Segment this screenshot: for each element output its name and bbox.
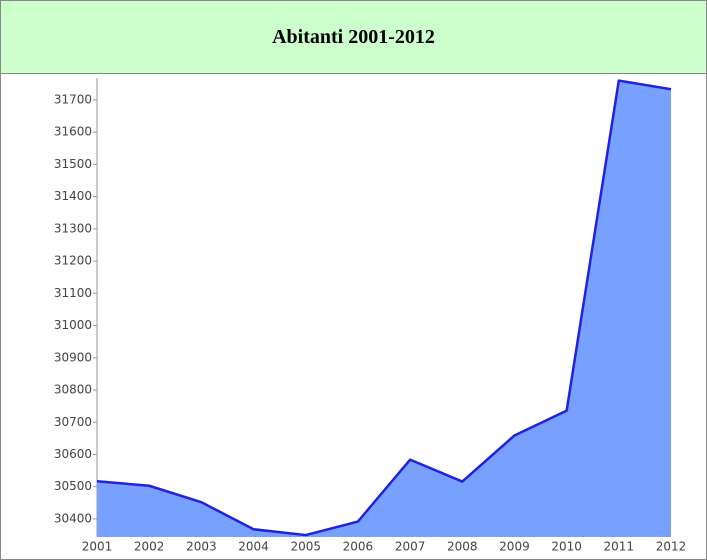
x-tick-label: 2010	[551, 540, 582, 554]
y-tick-label: 30700	[54, 415, 92, 429]
x-tick-label: 2009	[499, 540, 530, 554]
y-tick-label: 31200	[54, 254, 92, 268]
chart-title: Abitanti 2001-2012	[1, 1, 706, 74]
x-tick-label: 2011	[604, 540, 635, 554]
x-tick-label: 2005	[290, 540, 321, 554]
y-tick-label: 31000	[54, 318, 92, 332]
y-tick-label: 31500	[54, 157, 92, 171]
x-tick-label: 2007	[395, 540, 426, 554]
y-tick-label: 31100	[54, 286, 92, 300]
y-tick-label: 31600	[54, 125, 92, 139]
x-tick-label: 2004	[238, 540, 269, 554]
y-tick-label: 30400	[54, 511, 92, 525]
y-tick-label: 30600	[54, 447, 92, 461]
x-tick-label: 2008	[447, 540, 478, 554]
x-tick-label: 2006	[343, 540, 374, 554]
y-tick-label: 30500	[54, 479, 92, 493]
x-tick-label: 2003	[186, 540, 217, 554]
x-tick-label: 2002	[134, 540, 165, 554]
y-tick-label: 30800	[54, 383, 92, 397]
y-tick-label: 31700	[54, 92, 92, 106]
y-tick-label: 31300	[54, 221, 92, 235]
area	[97, 80, 671, 538]
y-tick-label: 31400	[54, 189, 92, 203]
x-tick-label: 2012	[656, 540, 687, 554]
x-tick-label: 2001	[82, 540, 113, 554]
line	[96, 79, 672, 537]
y-tick-label: 30900	[54, 350, 92, 364]
